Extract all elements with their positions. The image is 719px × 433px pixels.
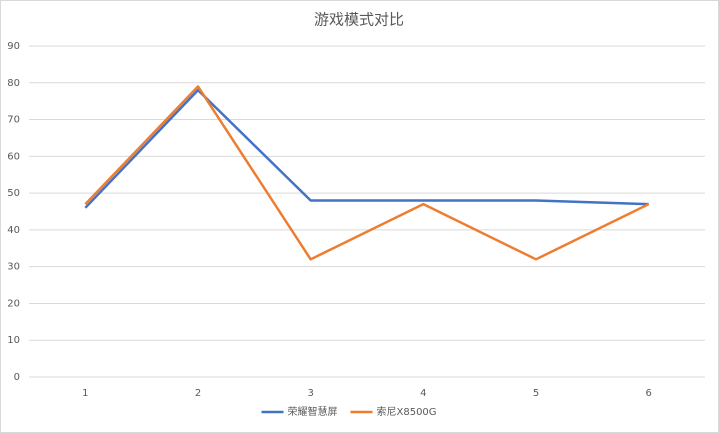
series-line bbox=[84, 88, 649, 209]
y-tick-label: 60 bbox=[7, 151, 20, 162]
x-tick-label: 3 bbox=[307, 388, 313, 399]
y-tick-label: 10 bbox=[7, 335, 20, 346]
y-tick-label: 0 bbox=[14, 372, 20, 383]
x-tick-label: 2 bbox=[195, 388, 201, 399]
y-tick-label: 90 bbox=[7, 41, 20, 52]
y-tick-label: 20 bbox=[7, 298, 20, 309]
x-tick-label: 6 bbox=[645, 388, 651, 399]
legend-label: 荣耀智慧屏 bbox=[288, 405, 338, 418]
legend-label: 索尼X8500G bbox=[377, 405, 437, 418]
y-tick-label: 40 bbox=[7, 225, 20, 236]
series-line bbox=[84, 85, 650, 261]
x-tick-label: 4 bbox=[420, 388, 426, 399]
y-tick-label: 70 bbox=[7, 115, 20, 126]
y-tick-label: 80 bbox=[7, 78, 20, 89]
x-tick-label: 1 bbox=[82, 388, 88, 399]
chart-title: 游戏模式对比 bbox=[314, 11, 404, 29]
y-tick-label: 30 bbox=[7, 262, 20, 273]
y-tick-label: 50 bbox=[7, 188, 20, 199]
x-tick-label: 5 bbox=[533, 388, 539, 399]
